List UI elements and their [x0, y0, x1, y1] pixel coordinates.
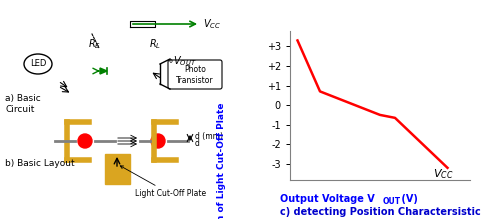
Text: d (mm): d (mm) [195, 132, 223, 141]
Text: Light Cut-Off Plate: Light Cut-Off Plate [120, 166, 206, 198]
Text: Output Voltage V: Output Voltage V [280, 194, 375, 204]
Ellipse shape [78, 134, 92, 148]
Text: c) detecting Position Charactersistic: c) detecting Position Charactersistic [280, 207, 480, 217]
Polygon shape [100, 68, 107, 74]
Text: $R_L$: $R_L$ [149, 37, 161, 51]
Text: $R_E$: $R_E$ [88, 37, 102, 51]
Ellipse shape [151, 134, 165, 148]
Text: $V_{CC}$: $V_{CC}$ [433, 167, 453, 181]
Text: $V_{CC}$: $V_{CC}$ [203, 17, 221, 31]
Text: Position of Light Cut-Off Plate: Position of Light Cut-Off Plate [217, 103, 226, 219]
Text: Photo
Transistor: Photo Transistor [176, 65, 214, 85]
Text: a) Basic
Circuit: a) Basic Circuit [5, 94, 41, 114]
Text: LED: LED [30, 60, 46, 69]
Text: OUT: OUT [382, 197, 400, 206]
Text: $\circ V_{OUT}$: $\circ V_{OUT}$ [167, 54, 196, 68]
Text: b) Basic Layout: b) Basic Layout [5, 159, 74, 168]
Text: (V): (V) [398, 194, 417, 204]
FancyBboxPatch shape [105, 154, 130, 184]
Text: d: d [195, 140, 200, 148]
